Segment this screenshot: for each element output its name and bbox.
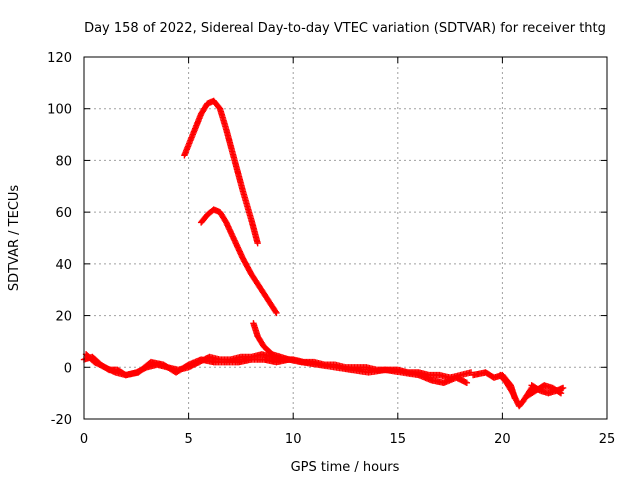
x-axis-label: GPS time / hours xyxy=(291,460,400,475)
ticks: 0 5 10 15 20 25 -20 0 20 40 60 80 100 120 xyxy=(47,51,615,447)
x-tick-label: 0 xyxy=(80,432,88,447)
y-tick-label: 20 xyxy=(55,310,72,325)
series-baseline-2 xyxy=(80,353,471,386)
y-tick-label: 100 xyxy=(47,103,72,118)
series-arc-mid xyxy=(197,206,280,317)
data-point xyxy=(559,384,567,392)
series-group xyxy=(80,97,567,410)
data-point xyxy=(273,309,280,317)
y-tick-label: 40 xyxy=(55,258,72,273)
series-arc-high xyxy=(181,97,261,247)
data-point xyxy=(463,379,471,386)
data-point xyxy=(254,239,261,247)
x-tick-label: 10 xyxy=(285,432,302,447)
data-point xyxy=(272,308,279,315)
x-tick-label: 20 xyxy=(494,432,511,447)
y-axis-label: SDTVAR / TECUs xyxy=(7,185,22,292)
y-tick-label: 120 xyxy=(47,51,72,66)
x-tick-label: 25 xyxy=(599,432,616,447)
x-tick-label: 5 xyxy=(184,432,192,447)
y-tick-label: 60 xyxy=(55,206,72,221)
y-tick-label: 0 xyxy=(64,361,72,376)
plot-frame xyxy=(83,56,608,420)
chart-title: Day 158 of 2022, Sidereal Day-to-day VTE… xyxy=(84,21,606,36)
series-tail-d xyxy=(528,382,567,397)
x-tick-label: 15 xyxy=(390,432,407,447)
y-tick-label: -20 xyxy=(51,413,72,428)
y-tick-label: 80 xyxy=(55,154,72,169)
